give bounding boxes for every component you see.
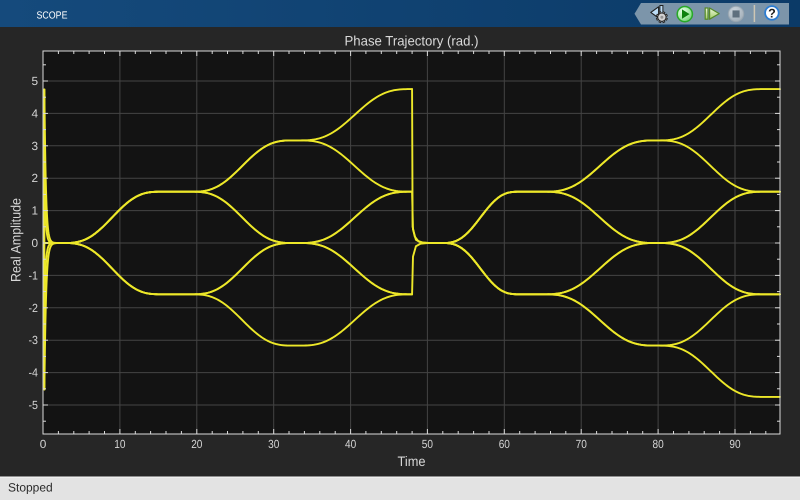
svg-text:80: 80 bbox=[653, 437, 665, 451]
svg-text:50: 50 bbox=[422, 437, 434, 451]
svg-text:SCOPE: SCOPE bbox=[37, 11, 68, 22]
svg-text:60: 60 bbox=[499, 437, 511, 451]
svg-text:Stopped: Stopped bbox=[8, 481, 53, 495]
svg-text:90: 90 bbox=[729, 437, 741, 451]
svg-text:3: 3 bbox=[31, 139, 38, 153]
svg-text:-1: -1 bbox=[29, 268, 39, 282]
svg-text:-4: -4 bbox=[29, 366, 39, 380]
svg-text:-3: -3 bbox=[29, 333, 39, 347]
svg-text:2: 2 bbox=[31, 171, 38, 185]
svg-text:40: 40 bbox=[345, 437, 357, 451]
svg-text:Real Amplitude: Real Amplitude bbox=[9, 198, 24, 282]
svg-text:?: ? bbox=[768, 7, 776, 21]
svg-text:5: 5 bbox=[31, 74, 38, 88]
svg-text:-2: -2 bbox=[29, 301, 39, 315]
svg-text:70: 70 bbox=[576, 437, 588, 451]
svg-text:-5: -5 bbox=[29, 398, 39, 412]
svg-text:0: 0 bbox=[40, 437, 47, 451]
svg-text:4: 4 bbox=[31, 106, 38, 120]
svg-text:0: 0 bbox=[31, 236, 38, 250]
svg-text:Phase Trajectory (rad.): Phase Trajectory (rad.) bbox=[345, 34, 479, 49]
svg-text:1: 1 bbox=[31, 204, 38, 218]
svg-text:Time: Time bbox=[398, 454, 426, 469]
svg-text:30: 30 bbox=[268, 437, 280, 451]
svg-text:20: 20 bbox=[191, 437, 203, 451]
svg-text:10: 10 bbox=[114, 437, 126, 451]
